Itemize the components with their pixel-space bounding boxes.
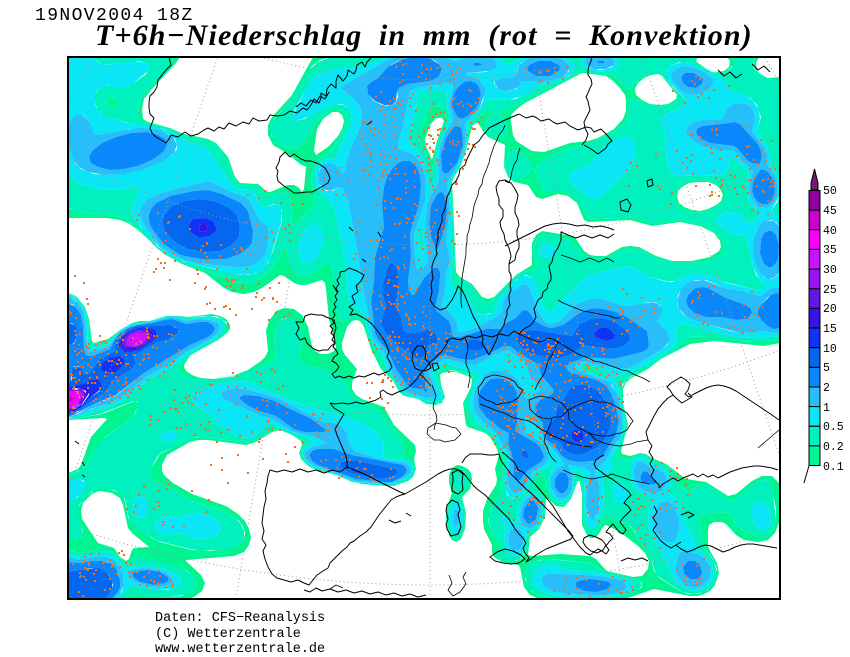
- svg-text:30: 30: [823, 264, 837, 277]
- svg-text:2: 2: [823, 382, 830, 395]
- svg-text:10: 10: [823, 343, 837, 356]
- svg-text:35: 35: [823, 244, 837, 257]
- svg-text:40: 40: [823, 225, 837, 238]
- svg-text:25: 25: [823, 284, 837, 297]
- svg-text:15: 15: [823, 323, 837, 336]
- svg-text:0.1: 0.1: [823, 461, 844, 474]
- svg-text:Daten: CFS−Reanalysis: Daten: CFS−Reanalysis: [155, 611, 325, 626]
- svg-text:www.wetterzentrale.de: www.wetterzentrale.de: [155, 642, 325, 657]
- svg-text:T+6h−Niederschlag in mm (rot =: T+6h−Niederschlag in mm (rot = Konvektio…: [95, 19, 753, 52]
- svg-text:50: 50: [823, 185, 837, 198]
- svg-text:0.5: 0.5: [823, 421, 844, 434]
- svg-text:20: 20: [823, 303, 837, 316]
- svg-text:19NOV2004 18Z: 19NOV2004 18Z: [35, 6, 194, 26]
- svg-text:45: 45: [823, 205, 837, 218]
- svg-text:(C) Wetterzentrale: (C) Wetterzentrale: [155, 627, 301, 642]
- svg-text:5: 5: [823, 362, 830, 375]
- svg-text:0.2: 0.2: [823, 441, 844, 454]
- svg-text:1: 1: [823, 402, 830, 415]
